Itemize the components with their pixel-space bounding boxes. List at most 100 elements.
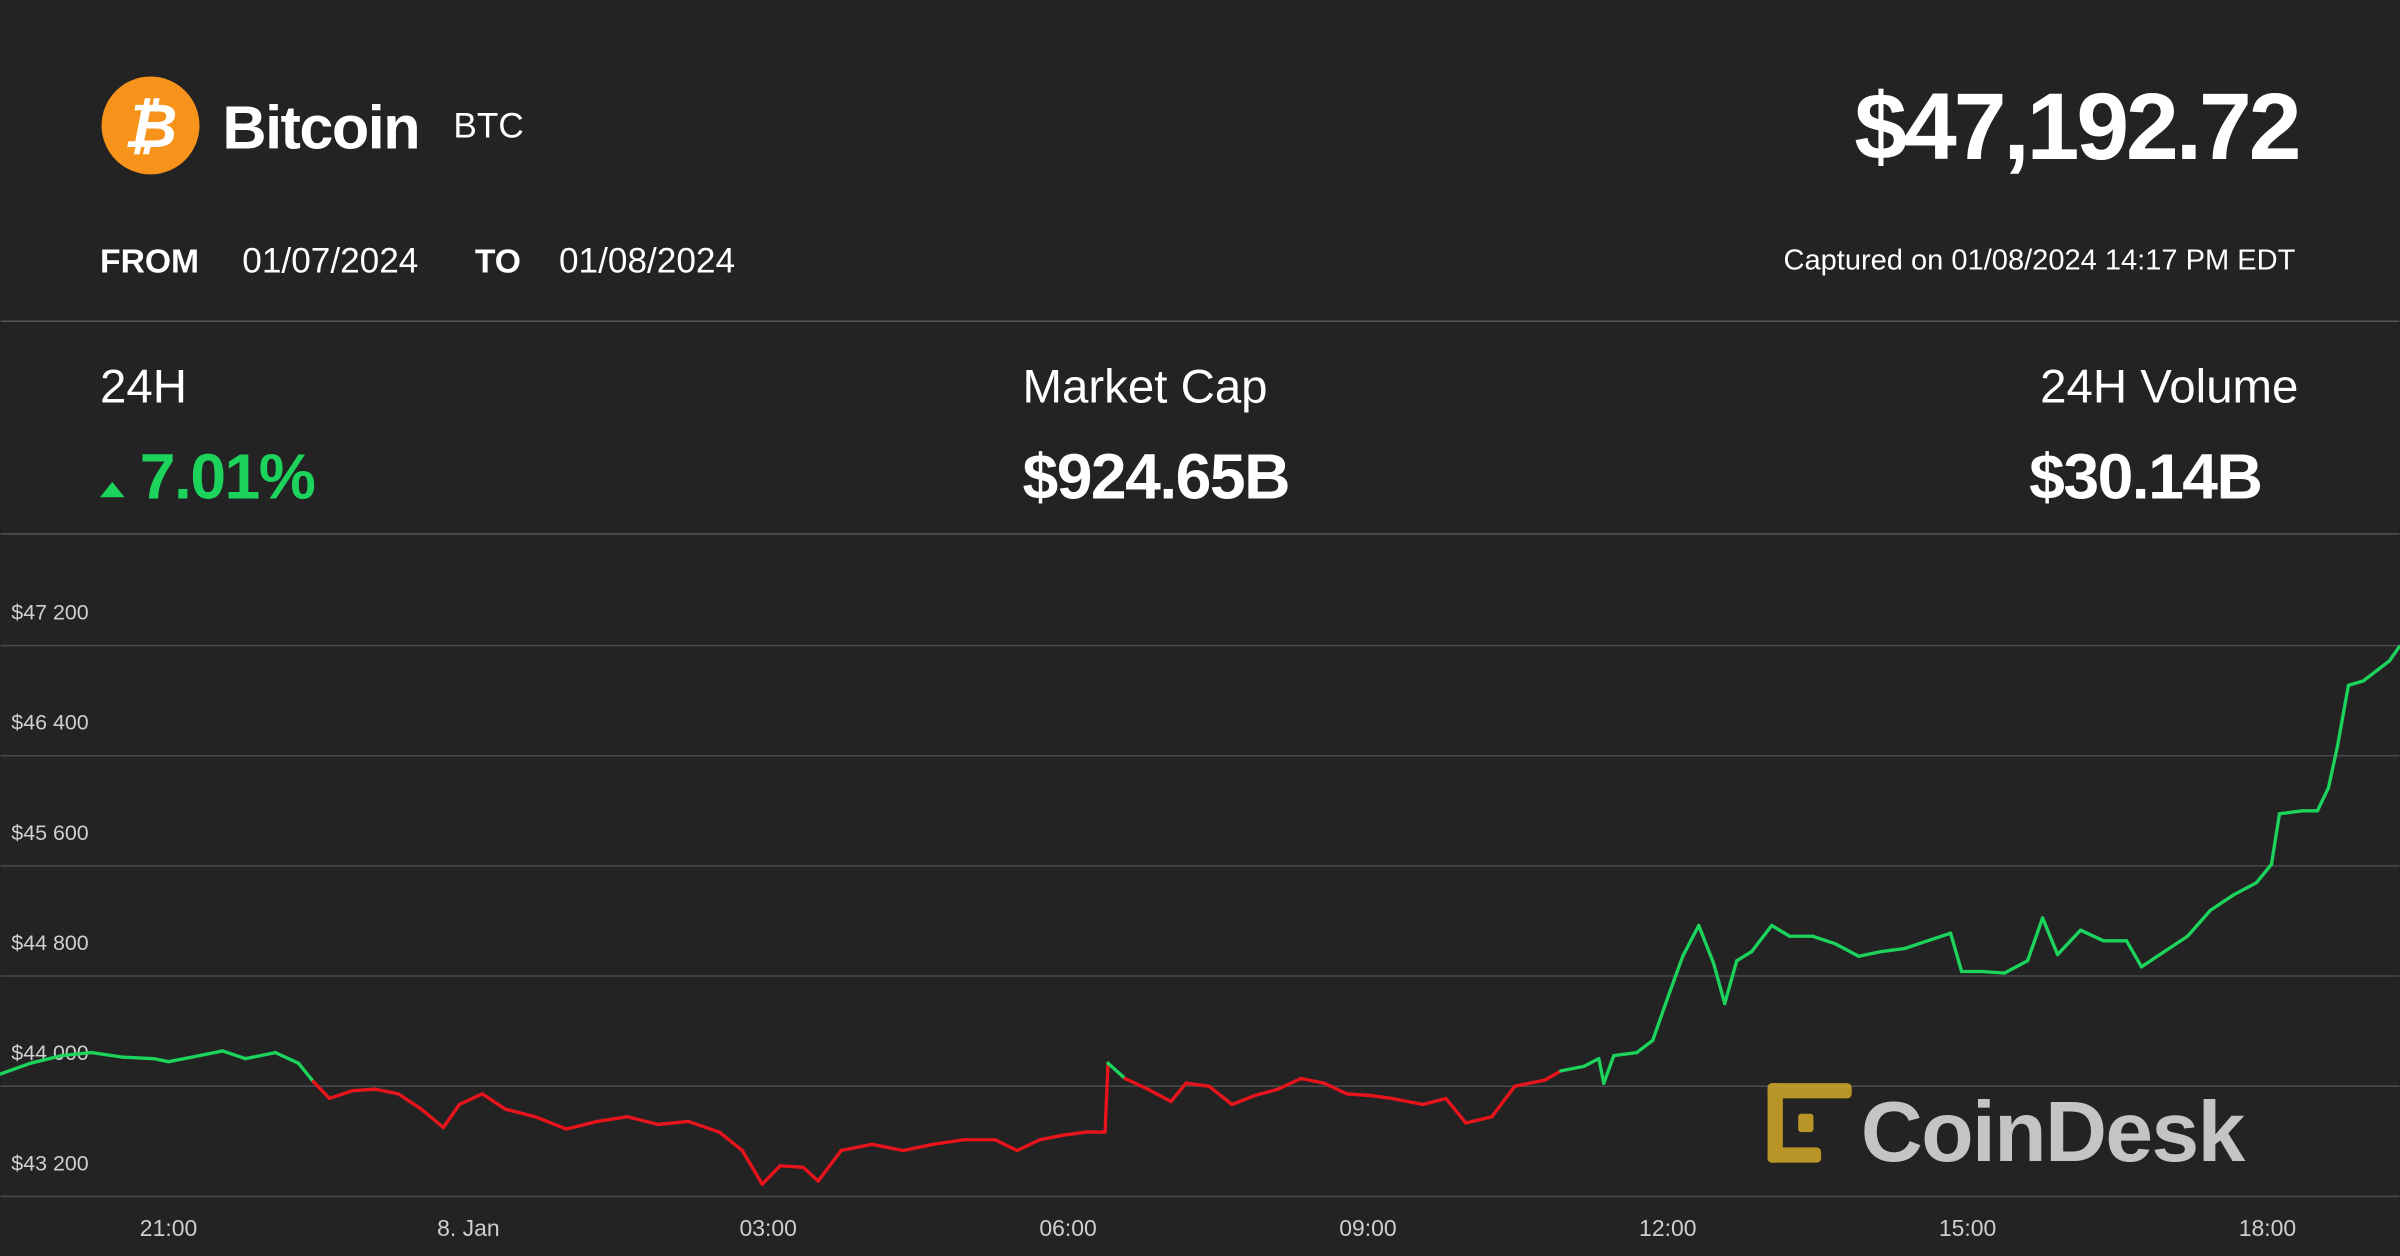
y-tick-label: $43 200	[11, 1151, 88, 1175]
price-segment	[1299, 1076, 1326, 1085]
price-segment	[1712, 962, 1727, 1006]
price-segment	[778, 1164, 805, 1169]
coin-symbol: BTC	[453, 107, 523, 146]
price-segment	[931, 1138, 966, 1146]
price-segment	[993, 1138, 1019, 1153]
price-segment	[1146, 1087, 1173, 1104]
price-segment	[2326, 744, 2340, 790]
price-segment	[1651, 995, 1670, 1043]
price-segment	[1103, 1061, 1110, 1134]
price-segment	[1681, 923, 1701, 958]
price-segment	[1207, 1084, 1234, 1107]
x-tick-label: 03:00	[740, 1215, 797, 1241]
price-segment	[1856, 949, 1884, 958]
price-segment	[2055, 928, 2083, 957]
stat-label: 24H Volume	[2040, 360, 2298, 413]
x-tick-label: 12:00	[1639, 1215, 1696, 1241]
price-segment	[373, 1087, 401, 1096]
price-segment	[2231, 881, 2259, 897]
logo-bar	[1767, 1083, 1852, 1099]
price-segment	[2078, 928, 2106, 943]
price-segment	[457, 1092, 485, 1107]
price-segment	[311, 1079, 332, 1101]
price-segment	[2139, 949, 2167, 969]
price-segment	[1490, 1084, 1517, 1119]
btc-logo	[101, 76, 200, 175]
from-label: FROM	[100, 243, 199, 280]
price-segment	[327, 1089, 355, 1101]
y-tick-label: $47 200	[11, 601, 88, 625]
price-segment	[839, 1142, 874, 1153]
btc-logo-glyph: ₿	[124, 92, 178, 160]
price-segment	[1106, 1061, 1127, 1081]
price-segment	[1464, 1115, 1494, 1125]
price-segment	[1184, 1081, 1211, 1088]
price-segment	[2162, 934, 2190, 954]
price-segment	[1723, 959, 1739, 1006]
price-segment	[2361, 666, 2382, 683]
x-tick-label: 21:00	[140, 1215, 197, 1241]
stat-value: $924.65B	[1023, 441, 1289, 513]
price-segment	[419, 1107, 446, 1130]
price-segment	[717, 1130, 744, 1153]
price-segment	[801, 1165, 820, 1183]
price-segment	[28, 1053, 64, 1065]
price-segment	[1602, 1053, 1616, 1085]
price-segment	[197, 1049, 225, 1058]
price-segment	[503, 1107, 538, 1119]
price-segment	[1750, 923, 1774, 954]
price-segment	[1770, 923, 1792, 938]
price-segment	[1559, 1064, 1586, 1073]
price-segment	[1123, 1076, 1150, 1091]
y-tick-label: $45 600	[11, 821, 88, 845]
x-tick-label: 15:00	[1939, 1215, 1996, 1241]
price-segment	[59, 1050, 94, 1058]
price-segment	[1322, 1081, 1349, 1096]
logo-bar	[1767, 1083, 1783, 1163]
x-tick-label: 8. Jan	[437, 1215, 500, 1241]
price-segment	[480, 1092, 508, 1111]
price-segment	[2315, 786, 2331, 813]
price-segment	[220, 1049, 248, 1061]
price-segment	[0, 1061, 33, 1076]
price-segment	[2335, 683, 2351, 749]
price-segment	[1421, 1096, 1448, 1107]
stat-value: 7.01%	[140, 441, 315, 513]
price-segment	[1582, 1056, 1601, 1069]
watermark: CoinDesk	[1767, 1083, 2247, 1180]
price-segment	[1061, 1130, 1088, 1137]
price-segment	[595, 1115, 629, 1124]
up-arrow	[100, 481, 125, 498]
price-segment	[1879, 946, 1907, 954]
price-segment	[2387, 644, 2400, 663]
coin-name: Bitcoin	[222, 93, 419, 161]
chart: $43 200$44 000$44 800$45 600$46 400$47 2…	[0, 601, 2400, 1241]
price-segment	[760, 1164, 782, 1186]
price-segment	[2025, 916, 2045, 963]
price-segment	[816, 1148, 843, 1183]
price-segment	[1169, 1081, 1188, 1104]
price-segment	[1513, 1078, 1547, 1088]
price-segment	[2040, 916, 2060, 957]
price: $47,192.72	[1854, 74, 2298, 180]
price-segment	[1368, 1093, 1394, 1101]
price-segment	[870, 1142, 905, 1153]
price-segment	[686, 1119, 721, 1134]
y-tick-label: $44 800	[11, 931, 88, 955]
logo-bar	[1798, 1113, 1814, 1133]
price-segment	[441, 1102, 462, 1130]
price-segment	[89, 1050, 125, 1059]
x-tick-label: 06:00	[1039, 1215, 1096, 1241]
price-segment	[1253, 1087, 1280, 1098]
logo-bar	[1767, 1147, 1822, 1163]
stat-label: Market Cap	[1023, 360, 1268, 413]
price-segment	[166, 1053, 202, 1064]
price-segment	[1597, 1056, 1606, 1085]
price-segment	[625, 1115, 660, 1127]
price-segment	[1230, 1093, 1257, 1107]
stat-value: $30.14B	[2029, 441, 2261, 513]
price-segment	[1345, 1092, 1372, 1098]
price-segment	[1925, 931, 1953, 943]
